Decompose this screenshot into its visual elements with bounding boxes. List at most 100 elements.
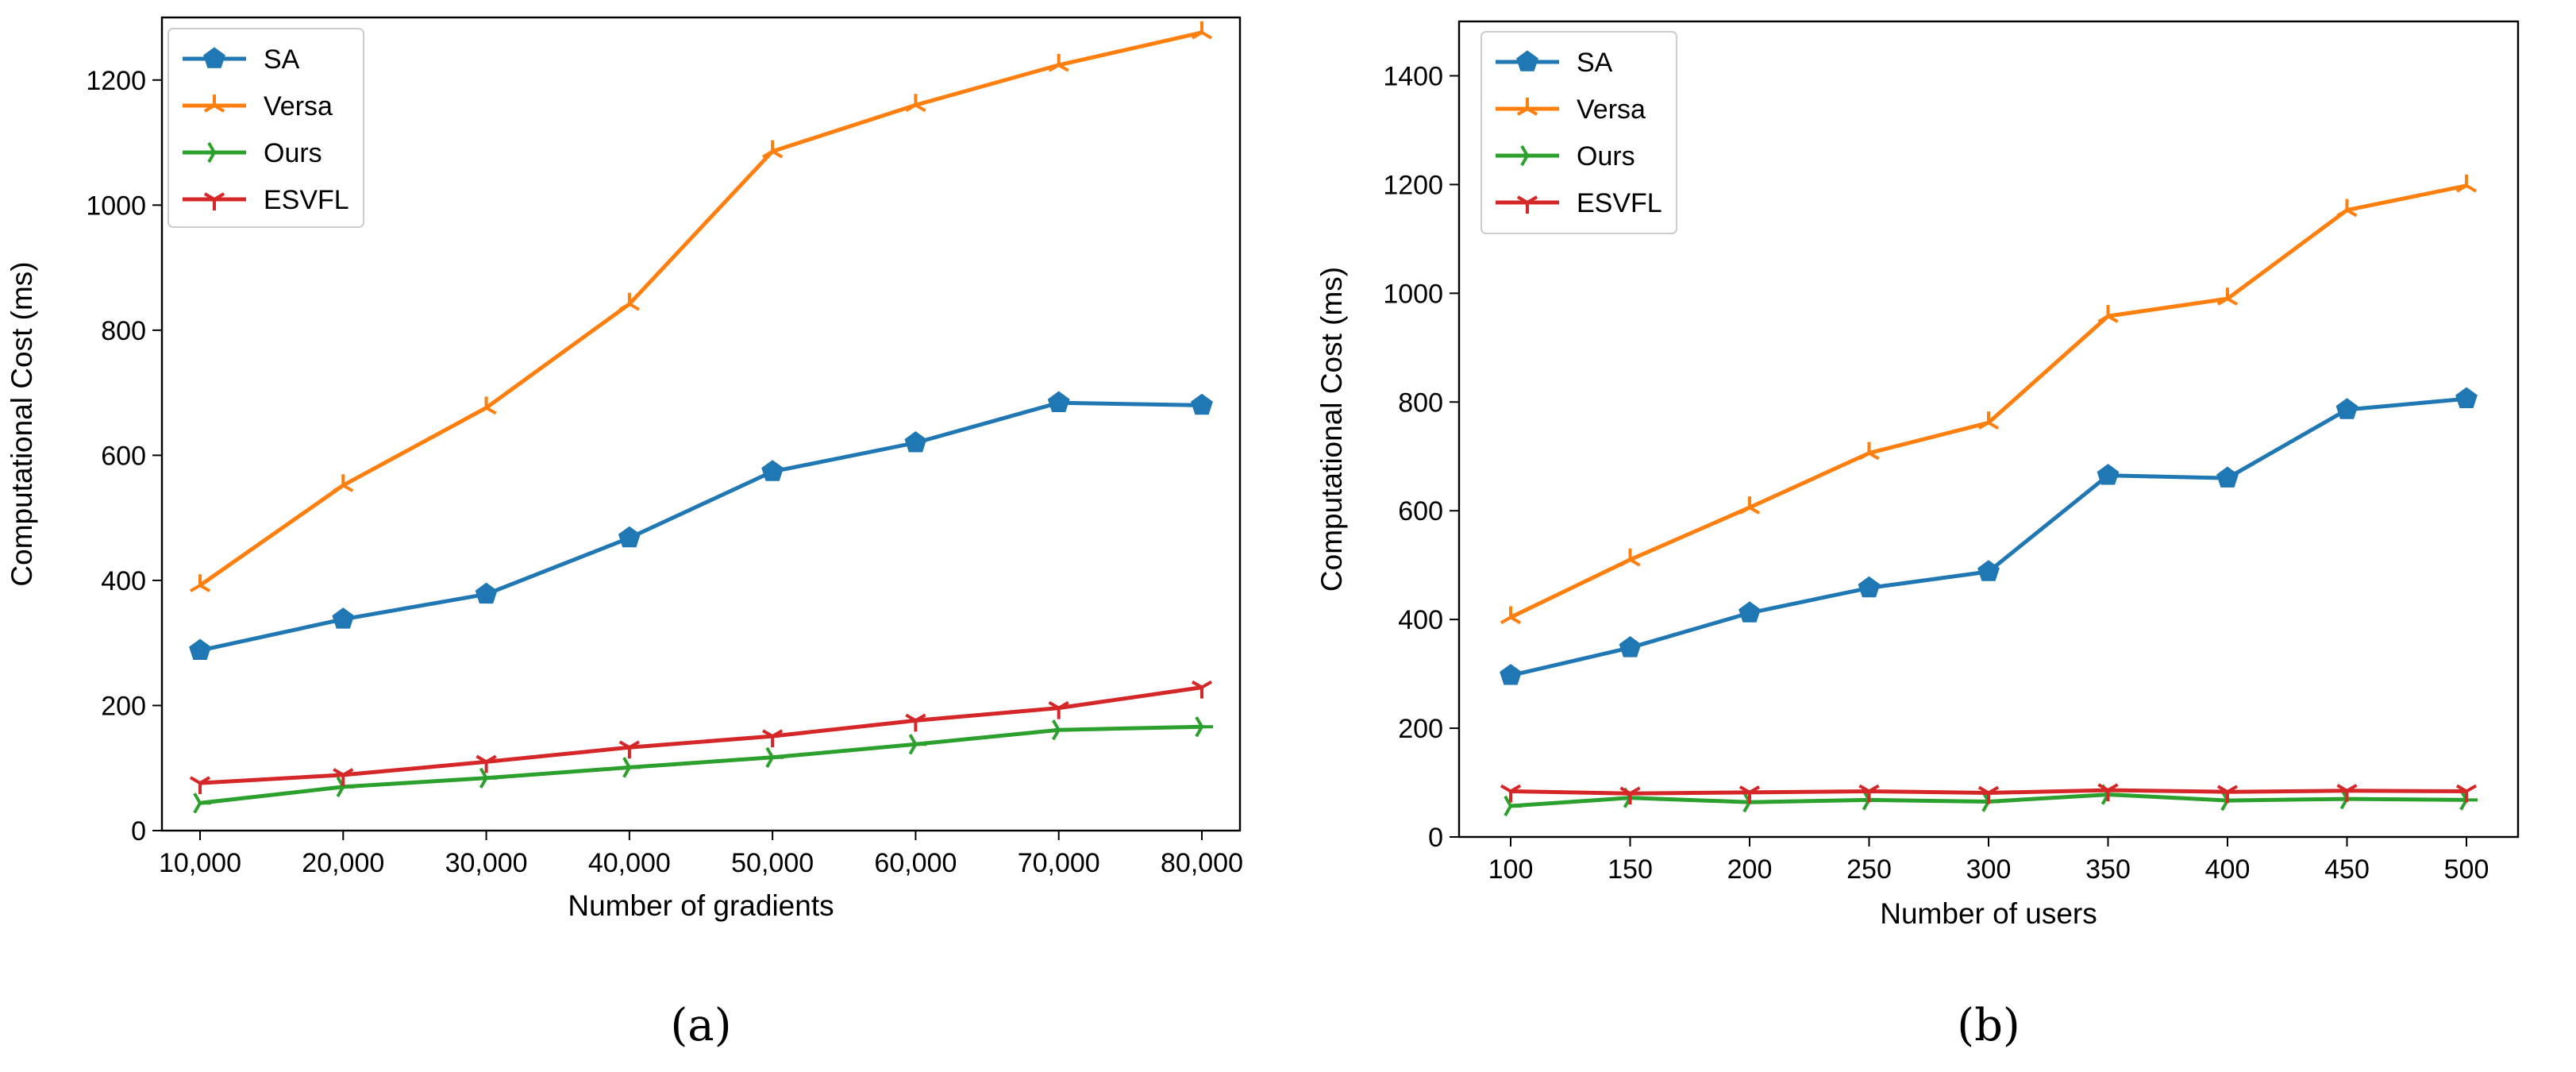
x-tick-label: 30,000 [445,848,528,878]
legend-box [1481,31,1677,234]
data-point-sa [1619,636,1642,657]
series-line-versa [1508,183,2469,619]
legend-label-esvfl: ESVFL [1577,188,1662,218]
data-point-sa [332,607,355,629]
panel-label: (a) [670,1000,731,1051]
x-tick-label: 500 [2444,854,2489,885]
y-axis-label: Computational Cost (ms) [1315,267,1348,592]
x-tick-label: 150 [1608,854,1653,885]
legend-marker-versa [203,94,225,113]
legend-marker-esvfl [1516,195,1538,214]
data-point-esvfl [2455,784,2478,803]
legend-box [167,28,364,228]
data-point-versa [1048,53,1069,72]
y-tick-label: 1200 [1383,170,1443,200]
x-axis-label: Number of users [1880,897,2097,930]
y-tick-label: 400 [101,566,146,596]
data-point-sa [904,430,927,453]
data-point-esvfl [2336,784,2358,802]
legend-label-versa: Versa [1577,94,1646,125]
y-tick-label: 0 [1428,823,1443,853]
data-point-sa [1858,576,1881,598]
y-axis-label: Computational Cost (ms) [6,261,38,586]
series-line-versa [198,30,1204,588]
y-tick-label: 600 [101,441,146,471]
data-point-esvfl [1619,786,1641,805]
data-point-versa [905,94,926,113]
x-tick-label: 60,000 [874,848,957,878]
data-point-esvfl [905,713,926,732]
y-tick-label: 800 [101,316,146,346]
x-tick-label: 10,000 [159,848,241,878]
x-tick-label: 200 [1727,854,1773,885]
y-tick-label: 200 [101,691,146,721]
legend-marker-sa [1516,50,1538,71]
legend-label-ours: Ours [264,138,322,168]
x-tick-label: 20,000 [302,848,384,878]
data-point-sa [1977,560,2000,581]
data-point-versa [1191,21,1213,40]
data-point-ours [622,757,641,778]
data-point-sa [1739,601,1761,623]
series-line-ours [198,724,1204,805]
data-point-versa [1739,496,1761,515]
data-point-sa [1047,391,1070,412]
y-tick-label: 600 [1398,496,1443,526]
data-point-sa [2335,398,2358,419]
data-point-sa [2216,466,2239,488]
y-tick-label: 1400 [1383,61,1443,91]
data-point-esvfl [189,776,211,795]
series-line-esvfl [198,685,1204,785]
data-point-sa [761,460,784,481]
data-point-ours [1195,716,1213,738]
legend-label-sa: SA [1577,48,1613,78]
data-point-ours [193,792,211,814]
legend-label-ours: Ours [1577,141,1635,172]
legend-marker-ours [207,141,225,164]
x-tick-label: 450 [2324,854,2370,885]
data-point-versa [2097,305,2119,323]
data-point-esvfl [1191,680,1213,699]
data-point-sa [2097,464,2120,485]
data-point-versa [618,292,641,311]
data-point-versa [2216,287,2239,306]
x-tick-label: 350 [2085,854,2131,885]
chart-panel-a: 0 200 400 600 800 1000 1200 10,000 20,000 30,000 4… [6,16,1243,1051]
legend-marker-esvfl [203,192,225,210]
x-tick-label: 50,000 [731,848,814,878]
y-tick-label: 1000 [1383,279,1443,309]
legend-marker-sa [203,47,225,68]
data-point-ours [1051,719,1070,741]
x-tick-label: 70,000 [1018,848,1100,878]
data-point-ours [908,734,927,755]
x-tick-label: 80,000 [1161,848,1243,878]
data-point-versa [1619,548,1641,567]
data-point-esvfl [761,729,784,748]
data-point-sa [2455,387,2478,408]
data-point-versa [2455,174,2478,193]
data-point-esvfl [333,768,354,786]
y-tick-label: 1200 [86,66,146,96]
data-point-sa [1500,664,1522,685]
y-tick-label: 1000 [86,191,146,221]
data-point-esvfl [1977,785,2000,804]
data-point-versa [189,574,211,592]
data-point-versa [761,140,784,159]
data-point-ours [765,746,784,768]
x-tick-label: 40,000 [588,848,671,878]
data-point-versa [1500,606,1522,625]
y-tick-label: 400 [1398,605,1443,635]
x-axis-label: Number of gradients [568,889,834,922]
legend-label-sa: SA [264,44,300,75]
data-point-versa [2336,199,2358,218]
data-point-esvfl [1858,784,1880,803]
panel-label: (b) [1957,1000,2020,1051]
x-tick-label: 100 [1488,854,1534,885]
legend-label-versa: Versa [264,91,333,121]
data-point-esvfl [2097,783,2119,802]
y-tick-label: 0 [131,816,146,846]
chart-panel-b: 0 200 400 600 800 1000 1200 1400 100 150 200 250 300… [1315,20,2520,1051]
x-tick-label: 250 [1846,854,1892,885]
data-point-esvfl [1048,700,1069,719]
x-tick-label: 300 [1966,854,2012,885]
